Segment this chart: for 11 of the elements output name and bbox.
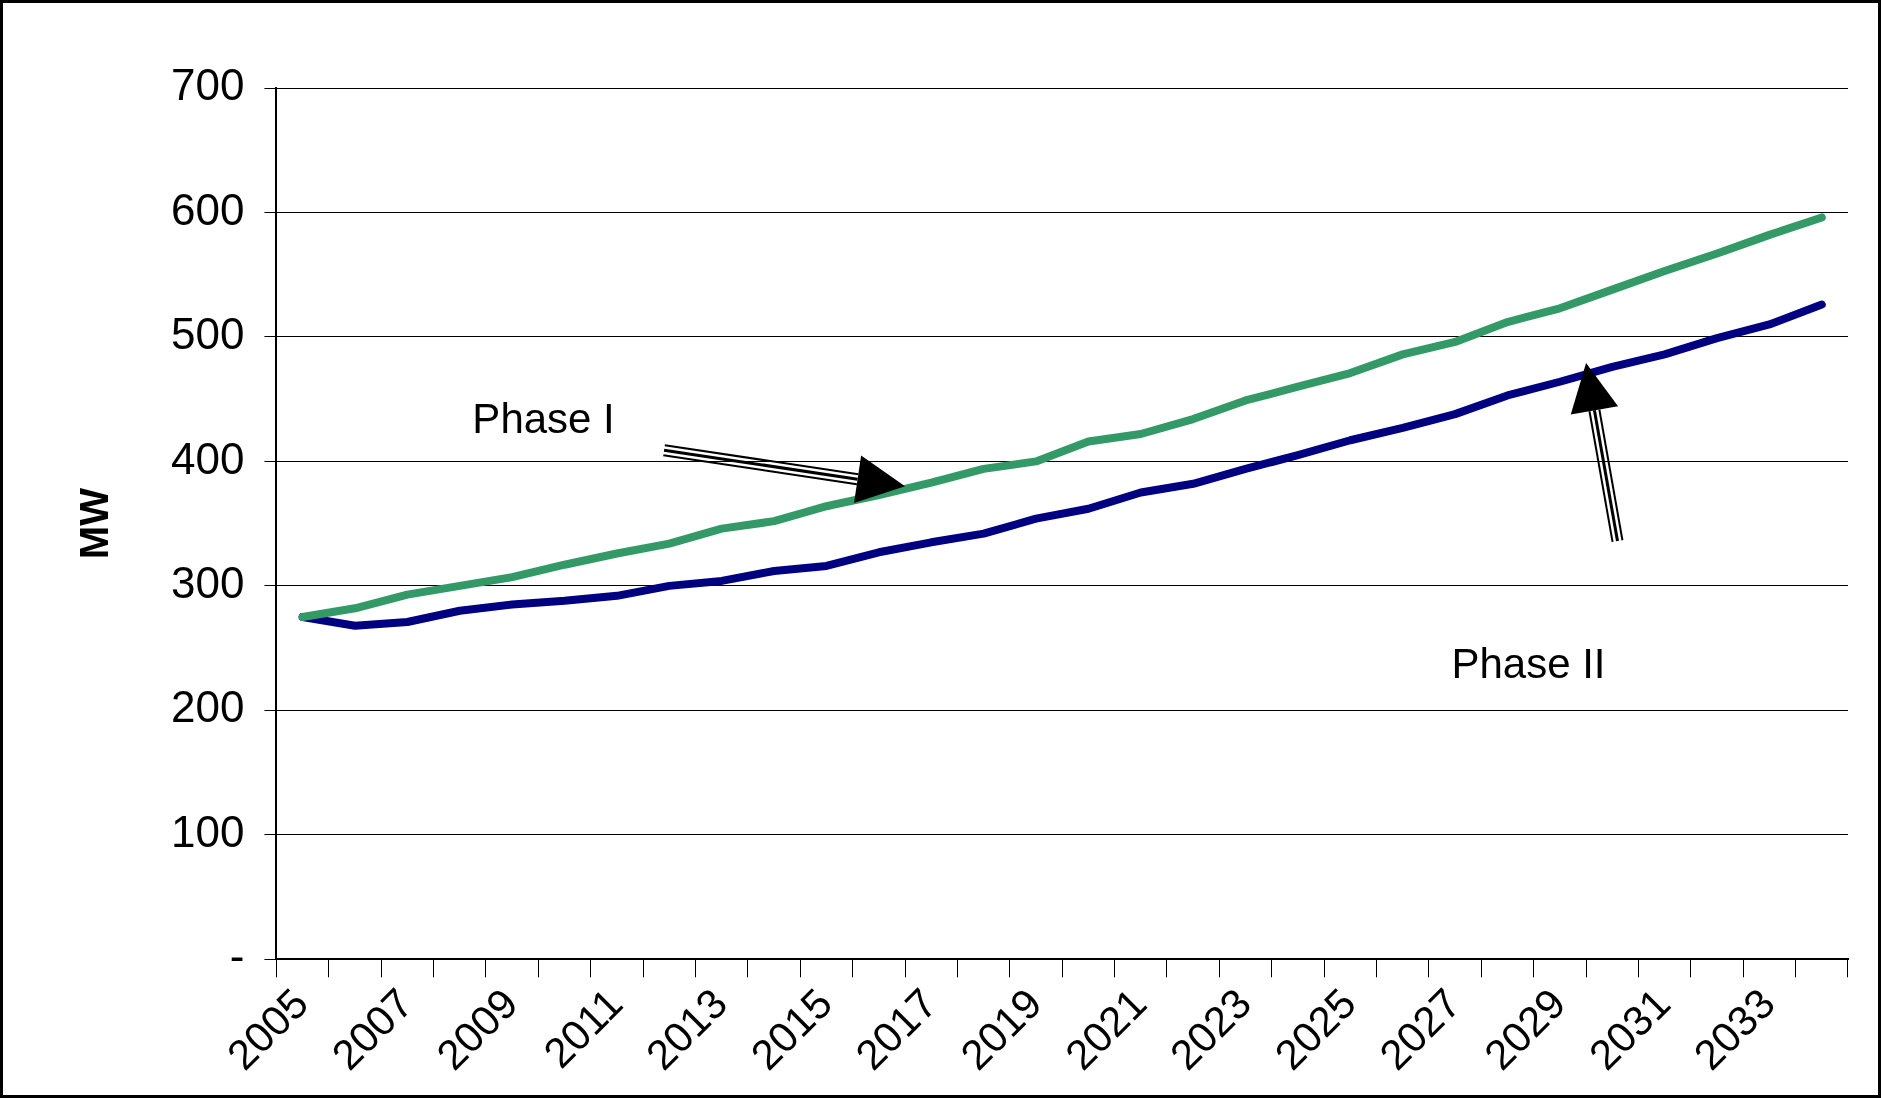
y-tick-label: 300 <box>170 558 245 608</box>
y-tick-label: 600 <box>170 184 245 234</box>
annotation: Phase I <box>472 395 615 443</box>
y-tick-label: 400 <box>170 433 245 483</box>
y-axis-title: MW <box>72 487 117 560</box>
y-tick-label: 100 <box>170 806 245 856</box>
y-tick-label: 700 <box>170 60 245 110</box>
y-tick-label: - <box>229 931 245 981</box>
y-tick-label: 200 <box>170 682 245 732</box>
y-tick-label: 500 <box>170 309 245 359</box>
annotation: Phase II <box>1451 640 1606 688</box>
